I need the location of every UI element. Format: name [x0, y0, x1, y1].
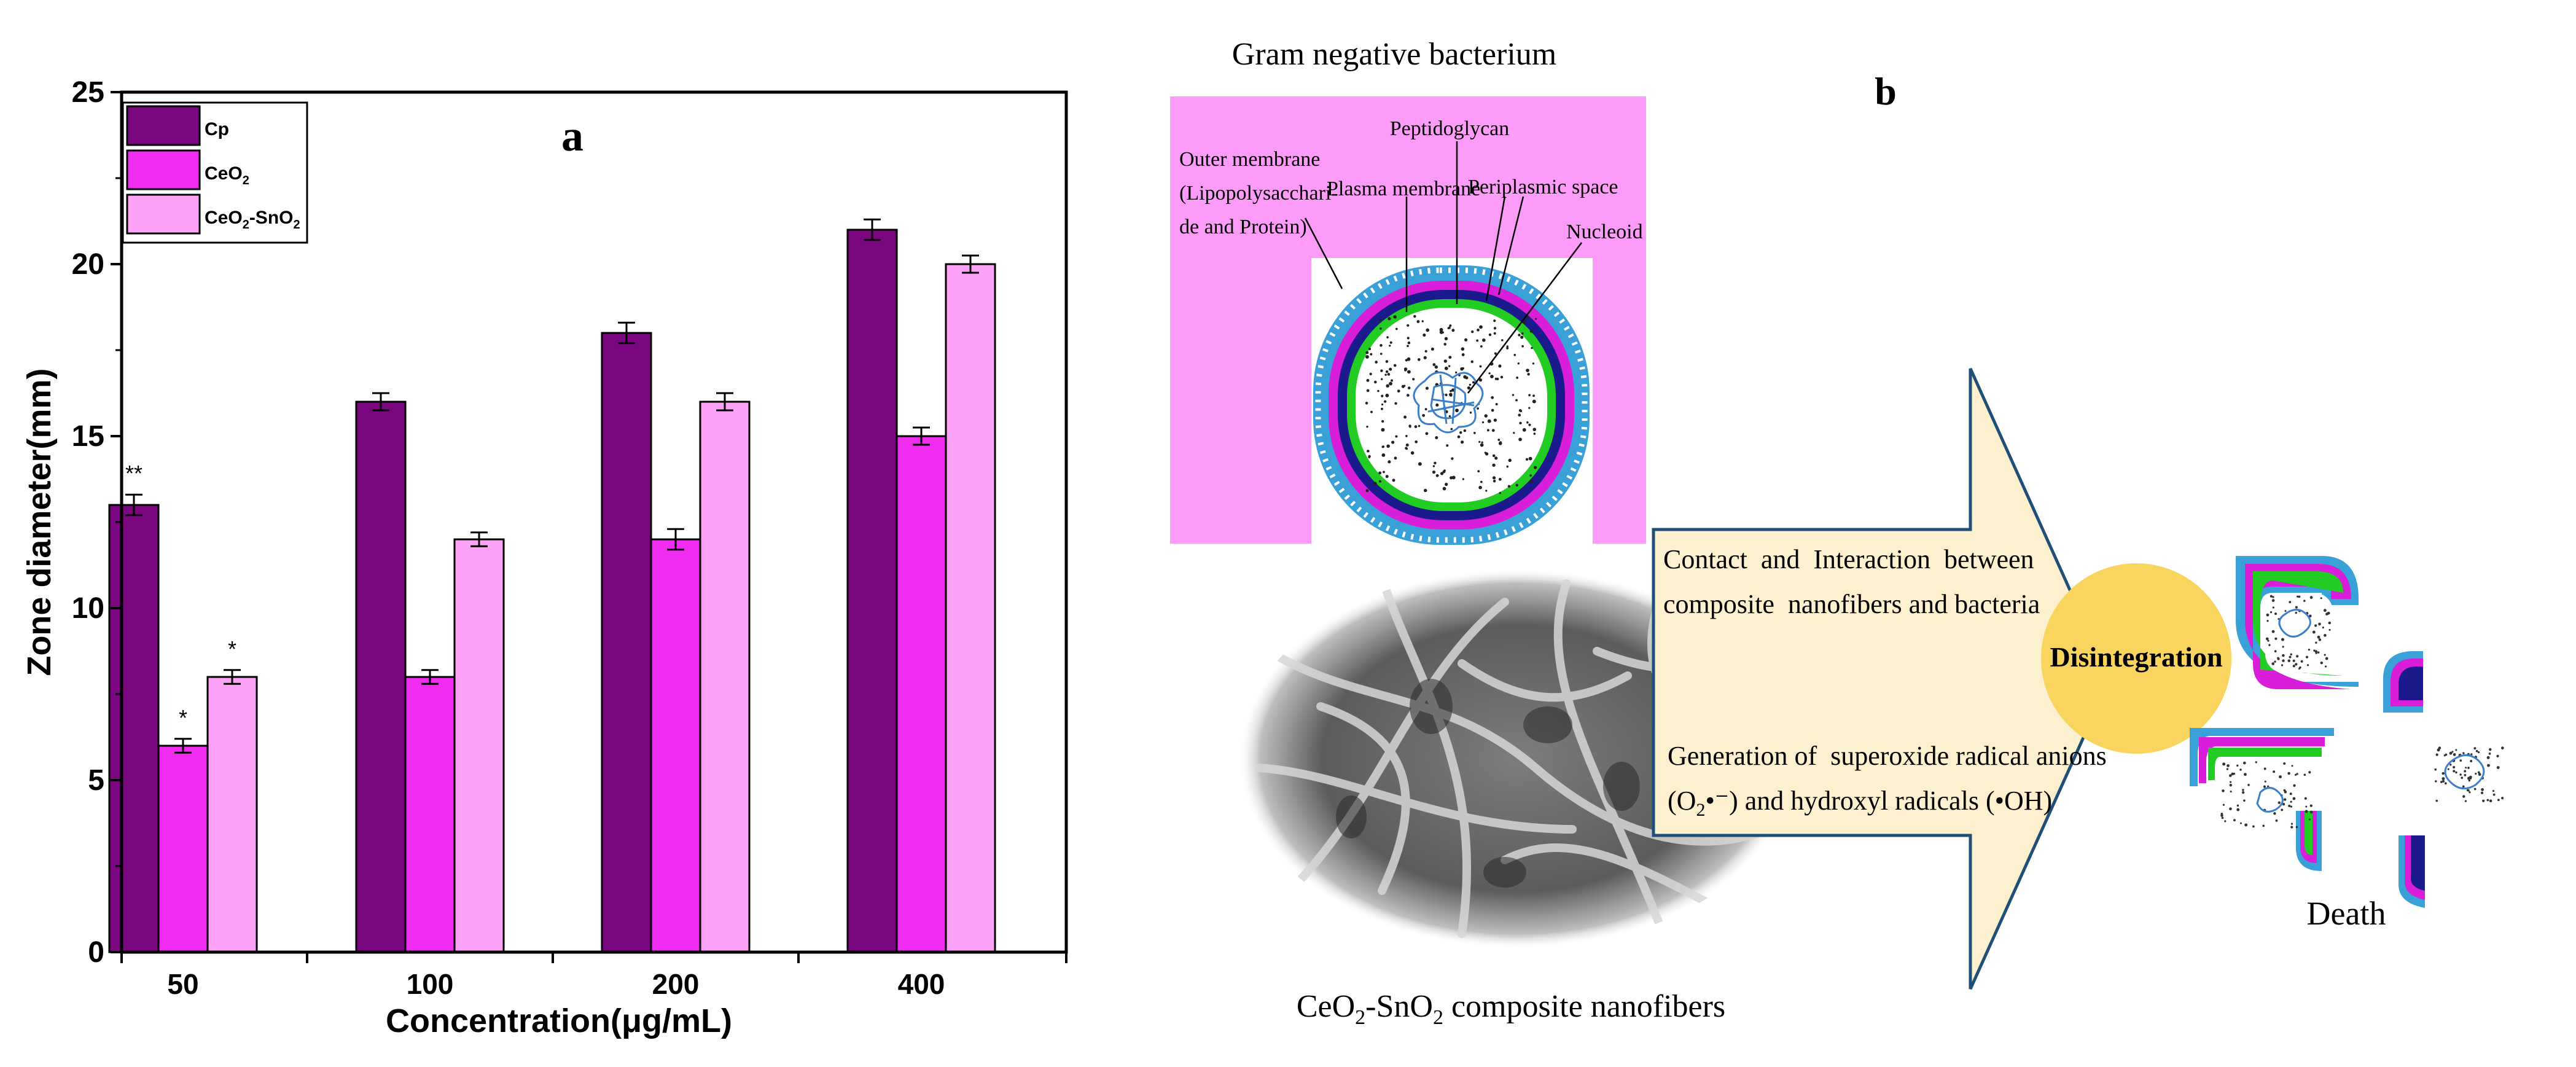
legend-swatch-ceo2-sno2 [126, 193, 201, 235]
death-label: Death [2307, 895, 2386, 932]
label-outer-membrane-2: (Lipopolysacchari- [1179, 182, 1338, 205]
y-tick-label: 5 [88, 764, 104, 797]
nucleoid-shape [1413, 371, 1484, 434]
error-bar [125, 493, 142, 517]
y-tick-label: 25 [72, 76, 104, 109]
error-bar [421, 669, 439, 685]
label-plasma-membrane: Plasma membrane [1327, 178, 1480, 200]
y-tick-label: 15 [72, 420, 104, 453]
x-tick-label: 100 [407, 968, 454, 1000]
bar-cp-400 [846, 229, 898, 953]
label-outer-membrane: Outer membrane [1179, 148, 1320, 171]
fragmented-bacterium [2190, 556, 2504, 908]
error-bar [618, 321, 635, 345]
legend-label-ceo2-sno2: CeO2-SnO2 [205, 208, 300, 232]
bar-cp-200 [601, 332, 652, 953]
y-tick-label: 0 [88, 936, 104, 969]
label-nucleoid: Nucleoid [1566, 221, 1643, 243]
chart-panel-label: a [561, 111, 584, 160]
error-bar [174, 738, 192, 754]
cytoplasm [1356, 308, 1547, 502]
bar-cp-100 [355, 401, 407, 953]
bar-ceo2-sno2-100 [453, 538, 505, 953]
legend-swatch-cp [126, 105, 201, 146]
bar-ceo2-100 [404, 676, 456, 953]
significance-marker: * [228, 636, 236, 662]
nanofiber-caption: CeO2-SnO2 composite nanofibers [1297, 989, 1725, 1029]
bar-ceo2-50 [157, 745, 209, 953]
bar-ceo2-sno2-50 [206, 676, 258, 953]
error-bar [913, 426, 930, 446]
legend-label-ceo2: CeO2 [205, 163, 249, 187]
disintegration-circle [2041, 563, 2231, 754]
error-bar [716, 392, 733, 412]
legend-label-cp: Cp [205, 119, 229, 139]
error-bar [667, 528, 684, 551]
error-bar [962, 254, 979, 274]
significance-marker: ** [125, 461, 142, 486]
disintegration-label: Disintegration [2050, 641, 2222, 673]
y-tick-label: 10 [72, 592, 104, 625]
error-bar [372, 392, 389, 412]
fragment-nucleoids [2256, 609, 2485, 813]
x-axis-ticks: 50 100 200 400 [120, 952, 1067, 1000]
x-tick-label: 50 [167, 968, 198, 1000]
generation-line-2: (O2•⁻) and hydroxyl radicals (•OH) [1668, 786, 2052, 820]
error-bar [864, 218, 881, 241]
bar-ceo2-400 [896, 435, 947, 953]
fragment-bottom-right [2398, 835, 2425, 908]
bacterium-cell [1313, 265, 1590, 545]
bar-ceo2-sno2-400 [945, 263, 996, 953]
y-axis-label: Zone diameter(mm) [21, 368, 58, 676]
bar-ceo2-200 [650, 538, 701, 953]
legend: Cp CeO2 CeO2-SnO2 [122, 101, 308, 244]
y-axis-ticks: 0 5 10 15 20 25 [72, 76, 122, 969]
mechanism-diagram: Gram negative bacterium b [1170, 37, 2504, 1029]
bacterium-title: Gram negative bacterium [1232, 37, 1556, 72]
generation-line-1: Generation of superoxide radical anions [1668, 741, 2107, 771]
fragment-top [2236, 556, 2359, 689]
legend-swatch-ceo2 [126, 149, 201, 190]
process-arrow [1652, 367, 2112, 990]
label-periplasmic-space: Periplasmic space [1468, 176, 1618, 198]
error-bar [470, 531, 488, 547]
label-leader-lines [1304, 141, 1582, 394]
fragment-bottom-left [2190, 728, 2334, 871]
bacterium-labels: Peptidoglycan Outer membrane (Lipopolysa… [1179, 117, 1643, 243]
y-tick-label: 20 [72, 248, 104, 281]
label-outer-membrane-3: de and Protein) [1179, 216, 1307, 238]
x-tick-label: 400 [898, 968, 945, 1000]
bar-ceo2-sno2-200 [699, 401, 751, 953]
arrow-text: Contact and Interaction between composit… [1663, 544, 2107, 820]
x-axis-label: Concentration(μg/mL) [386, 1003, 732, 1039]
contact-line-2: composite nanofibers and bacteria [1663, 589, 2040, 619]
cytoplasm-particles [1365, 315, 1537, 494]
error-bar [224, 669, 241, 685]
significance-marker: * [179, 705, 187, 730]
contact-line-1: Contact and Interaction between [1663, 544, 2034, 574]
diagram-panel-label: b [1875, 69, 1897, 113]
label-peptidoglycan: Peptidoglycan [1390, 117, 1510, 140]
fragment-right [2383, 651, 2423, 713]
chart-marks: **** [108, 218, 996, 953]
x-tick-label: 200 [652, 968, 700, 1000]
fragment-particles [2220, 595, 2504, 829]
bar-cp-50 [108, 504, 160, 953]
